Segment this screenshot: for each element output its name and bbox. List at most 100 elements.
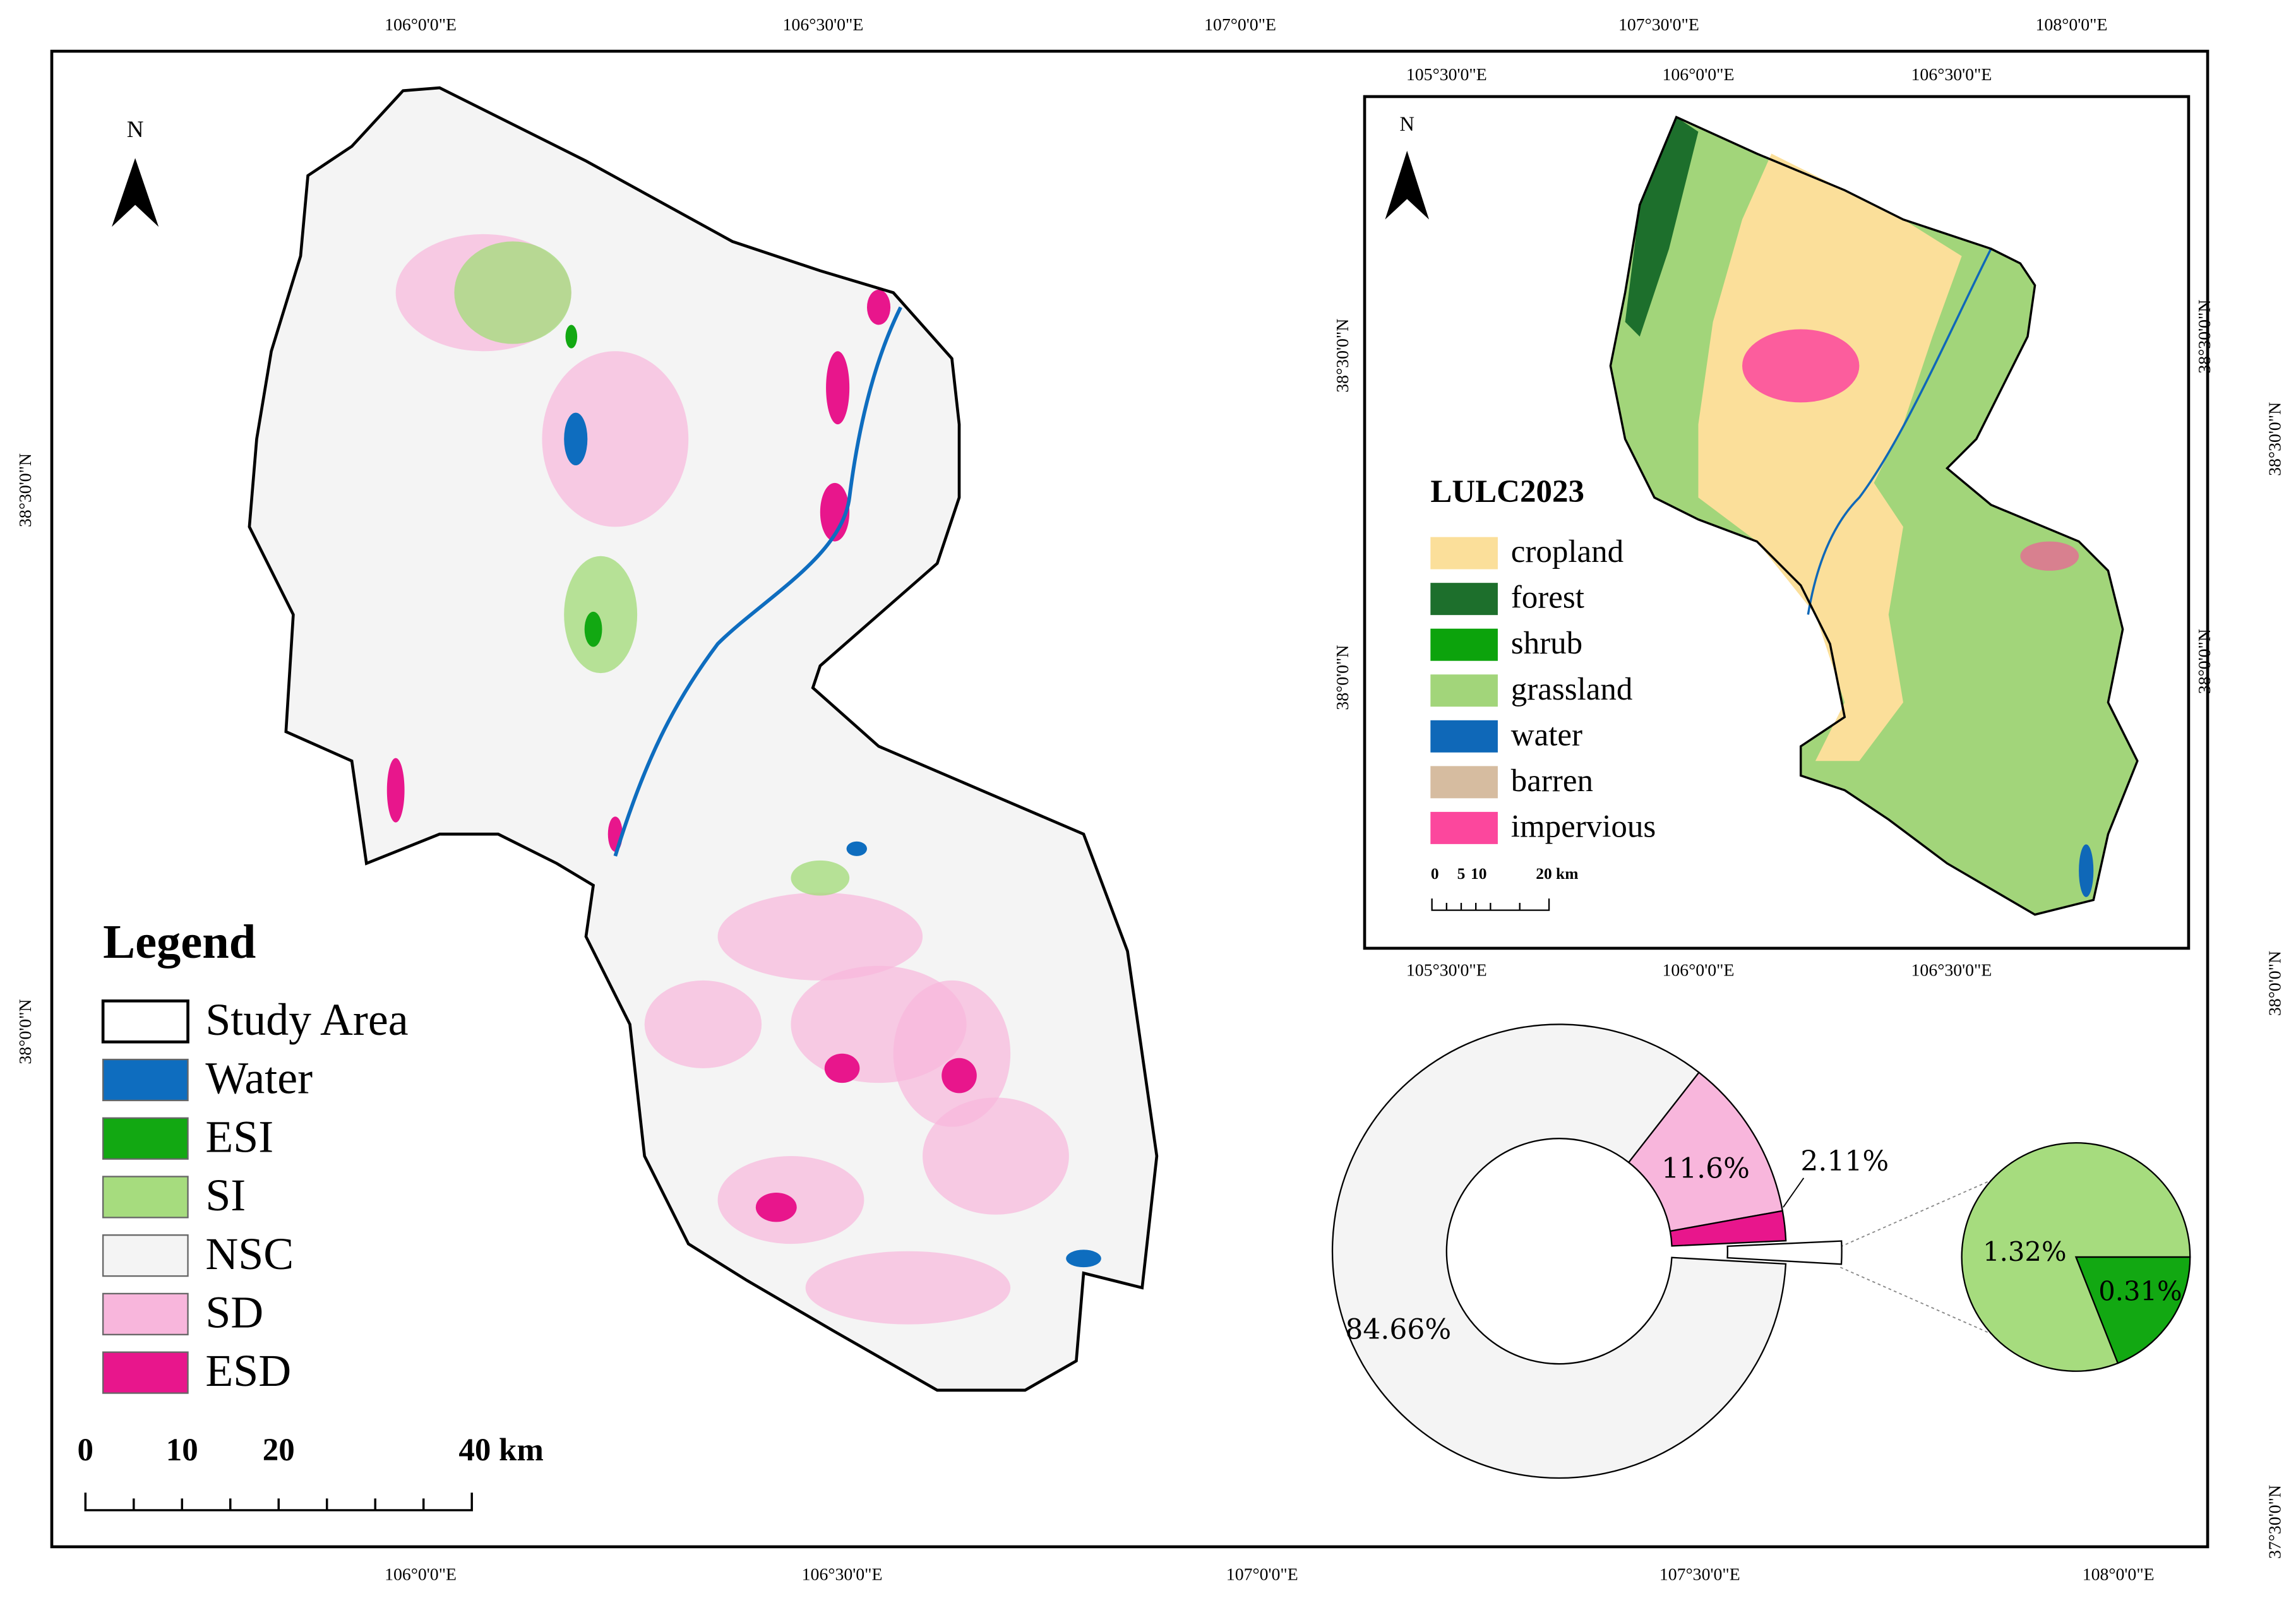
esi-patch bbox=[584, 611, 602, 647]
water-body bbox=[846, 841, 867, 856]
legend-swatch bbox=[102, 1117, 189, 1160]
legend-swatch bbox=[101, 999, 189, 1044]
legend-swatch bbox=[1430, 537, 1498, 569]
legend-swatch bbox=[1430, 674, 1498, 707]
esd-patch bbox=[826, 351, 850, 425]
si-patch bbox=[791, 860, 850, 896]
lon-label: 108°0'0"E bbox=[2083, 1565, 2155, 1585]
scale-label: 0 bbox=[1431, 864, 1439, 883]
scale-label: 10 bbox=[166, 1433, 198, 1468]
si-patch bbox=[564, 556, 638, 674]
legend-label: water bbox=[1511, 717, 1582, 753]
lat-label: 38°30'0"N bbox=[1333, 319, 1353, 393]
lat-label: 38°0'0"N bbox=[1333, 645, 1353, 710]
lon-label: 105°30'0"E bbox=[1406, 960, 1487, 980]
esd-patch bbox=[824, 1053, 860, 1083]
scale-label: 20 bbox=[263, 1433, 295, 1468]
lon-label: 108°0'0"E bbox=[2036, 15, 2108, 35]
legend-title: LULC2023 bbox=[1430, 474, 1584, 510]
lon-label: 107°30'0"E bbox=[1659, 1565, 1740, 1585]
leader-line bbox=[1783, 1178, 1805, 1208]
lon-label: 106°30'0"E bbox=[783, 15, 864, 35]
lon-label: 107°0'0"E bbox=[1204, 15, 1276, 35]
sd-patch bbox=[644, 980, 762, 1068]
lat-label: 38°0'0"N bbox=[2195, 629, 2215, 694]
north-arrow bbox=[112, 158, 159, 227]
legend-swatch bbox=[102, 1176, 189, 1219]
legend-label: forest bbox=[1511, 580, 1584, 616]
legend-label: ESD bbox=[205, 1345, 291, 1396]
north-label: N bbox=[1400, 113, 1414, 136]
water-body bbox=[564, 412, 588, 466]
legend-label: grassland bbox=[1511, 672, 1633, 707]
pie-label: 1.32% bbox=[1983, 1236, 2066, 1267]
scale-bar bbox=[84, 1493, 473, 1512]
lon-label: 106°0'0"E bbox=[1663, 960, 1735, 980]
lat-label: 38°30'0"N bbox=[2265, 402, 2285, 476]
lat-label: 38°30'0"N bbox=[16, 453, 35, 527]
water-body bbox=[1066, 1249, 1101, 1268]
legend-label: barren bbox=[1511, 763, 1593, 799]
esd-patch bbox=[820, 482, 850, 542]
lon-label: 106°0'0"E bbox=[1663, 65, 1735, 85]
sd-patch bbox=[923, 1097, 1069, 1215]
lon-label: 106°30'0"E bbox=[1911, 960, 1992, 980]
esi-patch bbox=[565, 325, 578, 349]
lon-label: 106°30'0"E bbox=[1911, 65, 1992, 85]
lat-label: 38°30'0"N bbox=[2195, 300, 2215, 374]
inset-scale-bar bbox=[1431, 898, 1550, 911]
connector bbox=[1839, 1142, 2076, 1372]
sd-patch bbox=[805, 1251, 1011, 1325]
sd-patch bbox=[542, 351, 689, 527]
legend-swatch bbox=[1430, 720, 1498, 753]
inset-map bbox=[1609, 116, 2139, 916]
legend-title: Legend bbox=[103, 915, 256, 969]
impervious bbox=[1742, 329, 1860, 403]
scale-label: 20 km bbox=[1536, 864, 1578, 883]
scale-label: 5 bbox=[1457, 864, 1466, 883]
donut-slice bbox=[1669, 1210, 1787, 1247]
lon-label: 106°0'0"E bbox=[385, 15, 457, 35]
legend-swatch bbox=[102, 1234, 189, 1277]
inset-outline bbox=[1609, 116, 2139, 916]
legend-label: impervious bbox=[1511, 809, 1656, 844]
legend-label: ESI bbox=[205, 1111, 273, 1162]
pie-slice bbox=[1961, 1142, 2191, 1372]
lon-label: 107°0'0"E bbox=[1226, 1565, 1298, 1585]
pie-label: 0.31% bbox=[2098, 1275, 2182, 1306]
donut-label: 11.6% bbox=[1661, 1153, 1750, 1185]
legend-swatch bbox=[1430, 583, 1498, 616]
lat-label: 37°30'0"N bbox=[2265, 1485, 2285, 1559]
legend-swatch bbox=[1430, 766, 1498, 799]
esd-patch bbox=[386, 758, 405, 823]
lat-label: 38°0'0"N bbox=[2265, 951, 2285, 1016]
legend-swatch bbox=[102, 1351, 189, 1394]
lon-label: 106°0'0"E bbox=[385, 1565, 457, 1585]
donut-label: 2.11% bbox=[1800, 1145, 1889, 1178]
donut-label: 84.66% bbox=[1345, 1314, 1451, 1346]
legend-label: SD bbox=[205, 1287, 263, 1337]
scale-label: 10 bbox=[1471, 864, 1486, 883]
scale-label: 40 km bbox=[458, 1433, 544, 1468]
study-area-outline bbox=[248, 86, 1159, 1392]
lon-label: 105°30'0"E bbox=[1406, 65, 1487, 85]
legend-swatch bbox=[1430, 811, 1498, 844]
legend-label: Water bbox=[205, 1053, 313, 1104]
legend-label: cropland bbox=[1511, 534, 1623, 569]
donut-slice bbox=[1627, 1071, 1784, 1232]
inset-north-arrow bbox=[1385, 150, 1430, 220]
lon-label: 107°30'0"E bbox=[1618, 15, 1699, 35]
exploded-slice bbox=[1726, 1240, 1843, 1265]
donut-slice bbox=[1331, 1023, 1787, 1479]
inset-water bbox=[2079, 844, 2094, 897]
legend-label: shrub bbox=[1511, 626, 1582, 661]
legend-label: Study Area bbox=[205, 994, 408, 1045]
esd-patch bbox=[866, 289, 891, 325]
river bbox=[613, 306, 902, 857]
legend-swatch bbox=[1430, 628, 1498, 661]
proportion-charts: 11.6% 2.11% 84.66% 1.32% 0.31% bbox=[1331, 1023, 2191, 1479]
legend-label: SI bbox=[205, 1170, 246, 1220]
